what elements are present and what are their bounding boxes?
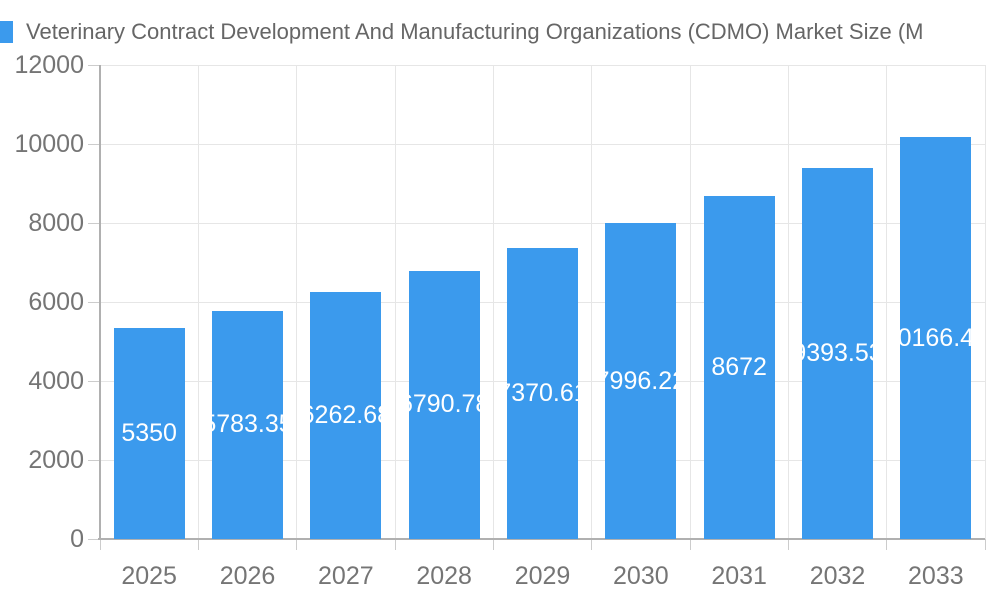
x-tick-label-2031: 2031 [711, 562, 767, 590]
x-axis-tick [886, 539, 888, 550]
x-tick-label-2026: 2026 [219, 562, 276, 590]
x-axis-line [98, 538, 985, 540]
chart-legend[interactable]: Veterinary Contract Development And Manu… [0, 20, 1000, 44]
bar-value-label: 8672 [711, 353, 767, 382]
x-tick-label-2033: 2033 [908, 562, 964, 590]
x-axis-tick [492, 539, 494, 550]
x-axis-tick [99, 539, 101, 550]
gridline-vertical [296, 65, 298, 539]
bar-2031[interactable]: 8672 [703, 196, 775, 539]
x-axis-tick [394, 539, 396, 550]
y-axis-tick [88, 143, 100, 145]
gridline-vertical [492, 65, 494, 539]
x-tick-label-2028: 2028 [416, 562, 472, 590]
x-axis-tick [787, 539, 789, 550]
gridline-vertical [197, 65, 199, 539]
bar-value-label: 5350 [121, 418, 177, 447]
bar-2030[interactable]: 7996.22 [605, 223, 677, 539]
y-tick-label: 0 [70, 524, 84, 553]
gridline-vertical [787, 65, 789, 539]
y-axis-line [99, 65, 101, 540]
gridline-vertical [886, 65, 888, 539]
bar-value-label: 7996.22 [605, 366, 676, 395]
y-tick-label: 8000 [28, 208, 84, 237]
x-tick-label-2030: 2030 [613, 562, 669, 590]
legend-label: Veterinary Contract Development And Manu… [26, 20, 924, 44]
legend-swatch [0, 21, 13, 43]
y-tick-label: 12000 [14, 50, 84, 79]
x-axis-tick [197, 539, 199, 550]
bar-2032[interactable]: 9393.53 [802, 167, 873, 539]
y-axis-tick [88, 301, 100, 303]
y-tick-label: 10000 [14, 129, 84, 158]
x-tick-label-2029: 2029 [514, 562, 571, 590]
gridline-vertical [394, 65, 396, 539]
gridline-vertical [689, 65, 691, 539]
y-tick-label: 2000 [28, 445, 84, 474]
bar-value-label: 9393.53 [802, 338, 873, 367]
bar-2026[interactable]: 5783.35 [212, 310, 283, 539]
gridline-horizontal [100, 64, 985, 66]
bar-value-label: 10166.48 [900, 323, 972, 352]
y-axis-tick [88, 459, 100, 461]
y-axis-tick [88, 64, 100, 66]
x-tick-label-2032: 2032 [809, 562, 866, 590]
gridline-horizontal [100, 222, 985, 224]
bar-2025[interactable]: 5350 [113, 327, 185, 539]
gridline-vertical [984, 65, 986, 539]
x-tick-label-2027: 2027 [318, 562, 374, 590]
y-axis-tick [88, 380, 100, 382]
y-axis-tick [88, 222, 100, 224]
gridline-horizontal [100, 143, 985, 145]
bar-2027[interactable]: 6262.68 [310, 291, 382, 539]
bar-value-label: 6262.68 [310, 400, 381, 429]
x-axis-tick [984, 539, 986, 550]
y-tick-label: 6000 [28, 287, 84, 316]
y-tick-label: 4000 [28, 366, 84, 395]
bar-value-label: 5783.35 [212, 410, 283, 439]
x-axis-tick [689, 539, 691, 550]
bar-2033[interactable]: 10166.48 [900, 137, 972, 539]
y-axis-tick [88, 538, 100, 540]
x-tick-label-2025: 2025 [121, 562, 177, 590]
x-axis-tick [296, 539, 298, 550]
x-axis-tick [591, 539, 593, 550]
gridline-vertical [591, 65, 593, 539]
